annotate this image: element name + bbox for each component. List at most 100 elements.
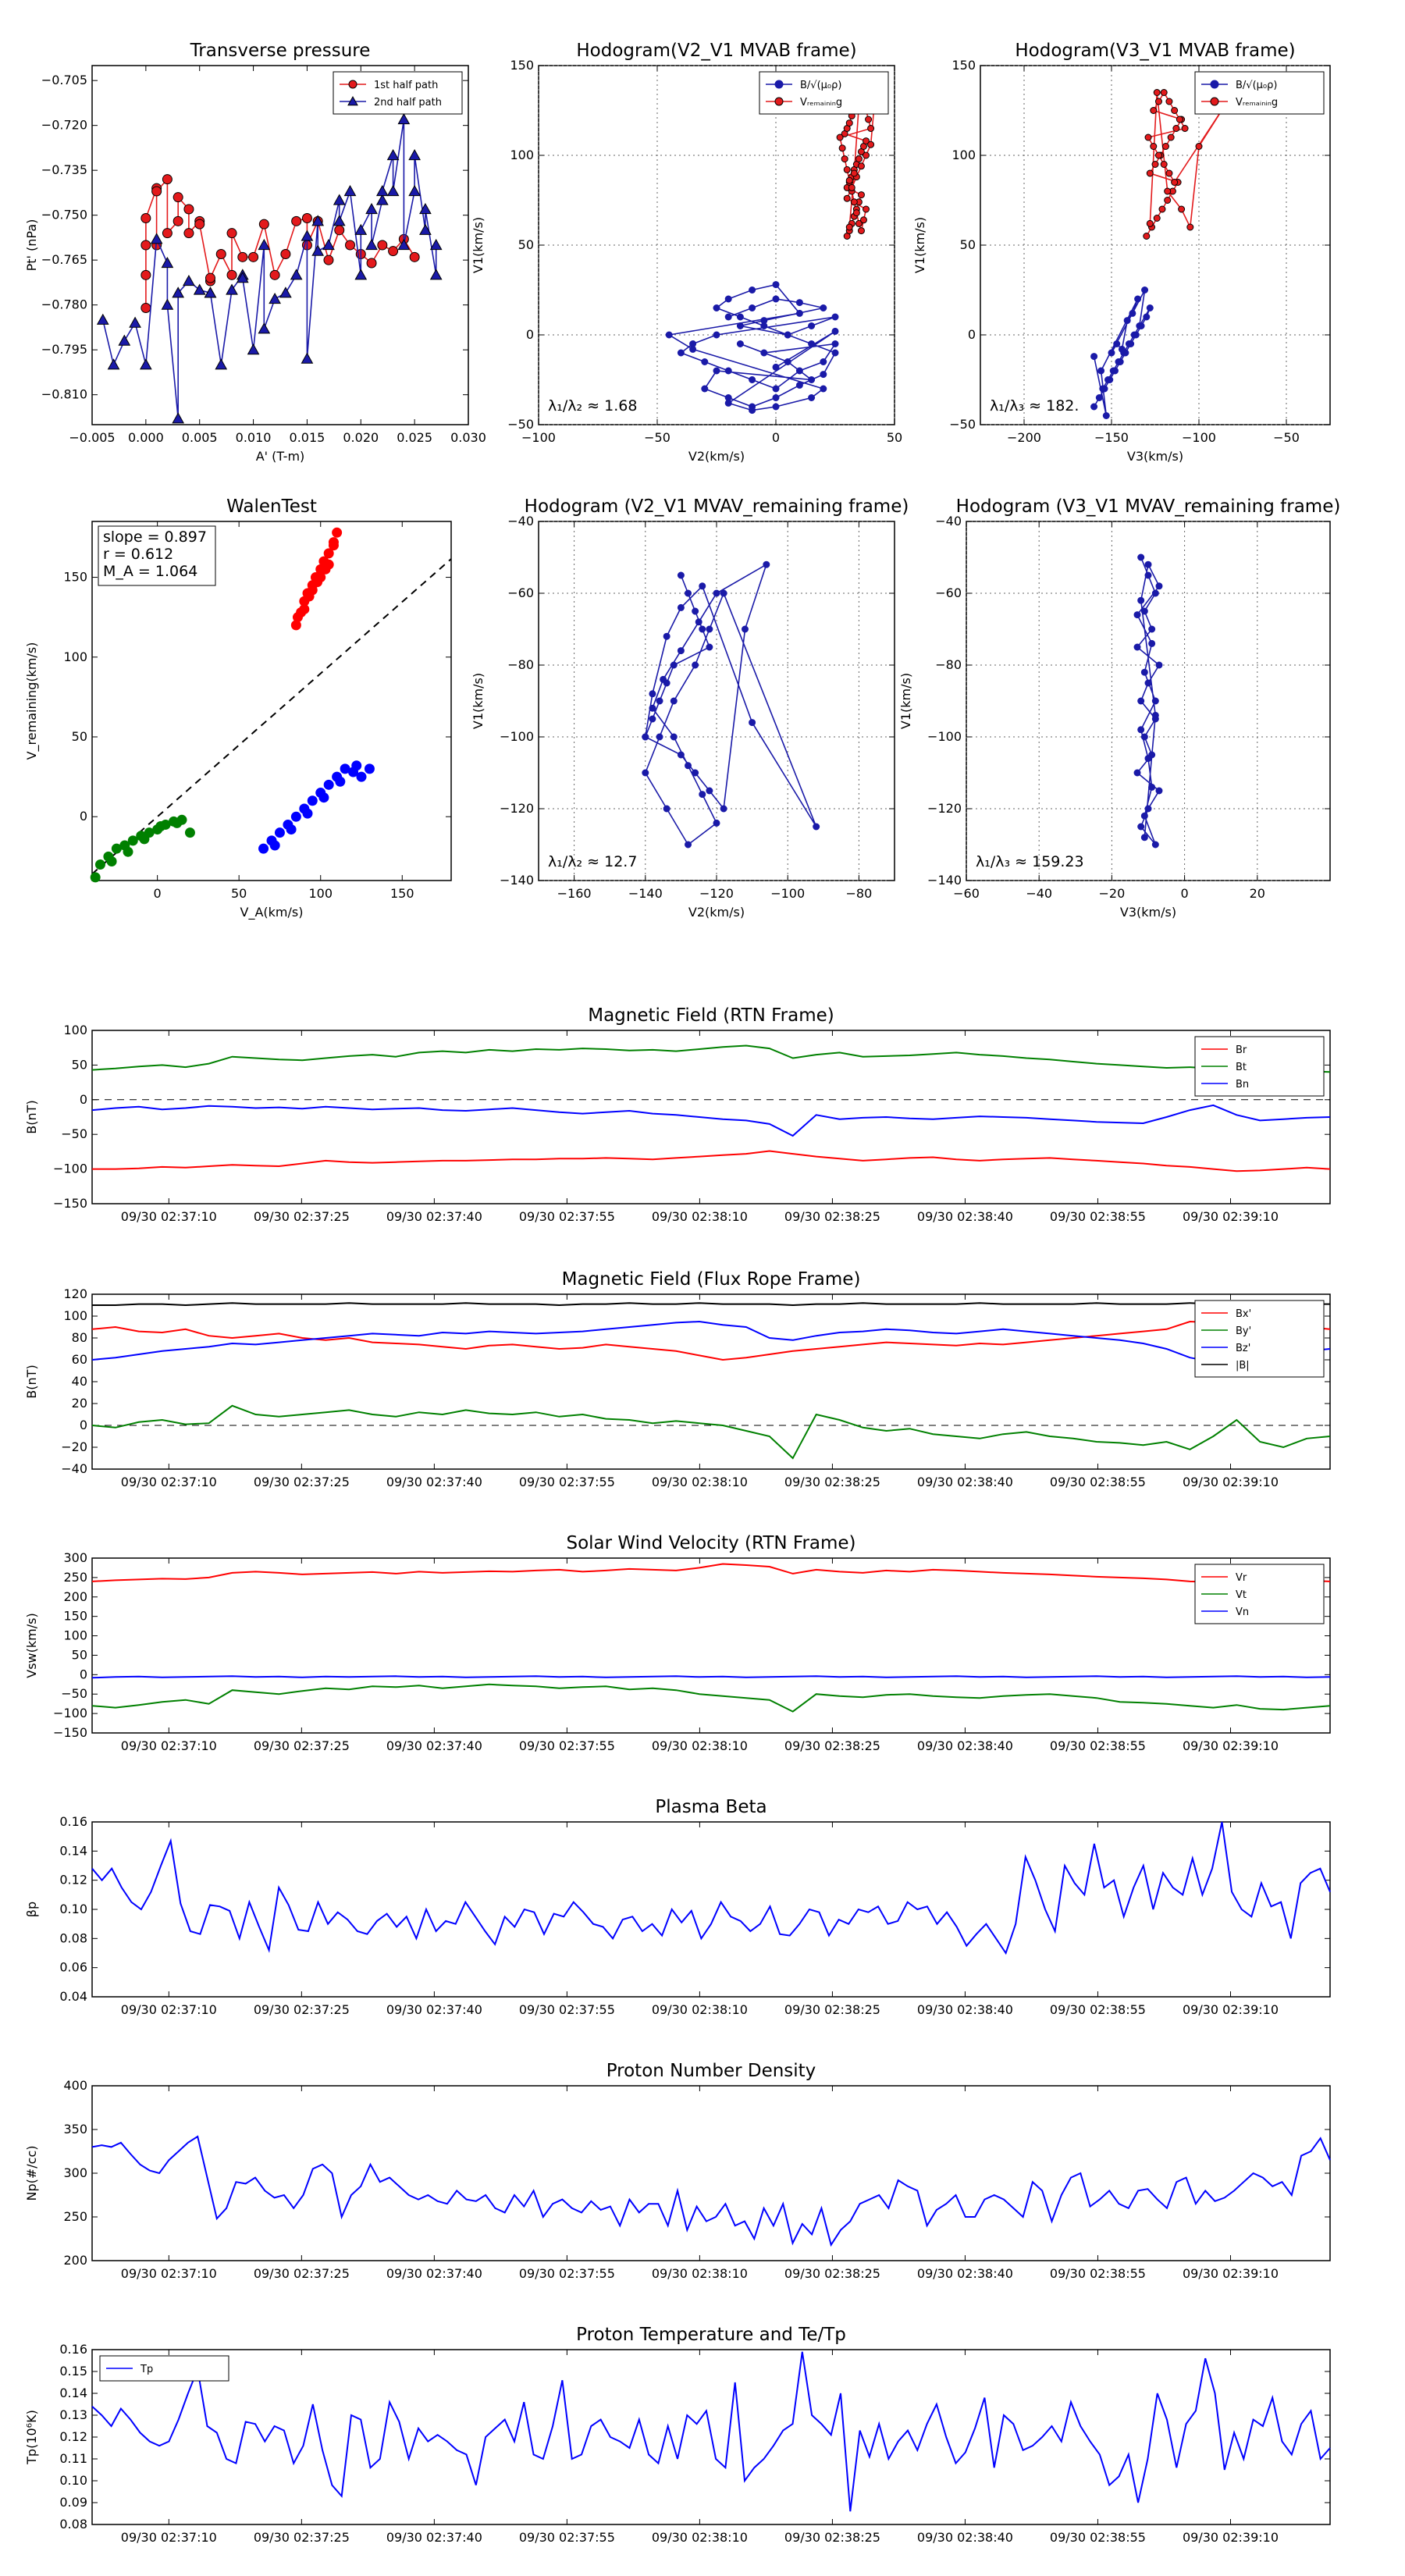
data-point <box>689 345 697 353</box>
y-tick-label: −80 <box>935 657 962 672</box>
data-point <box>347 95 358 106</box>
data-point <box>94 859 105 870</box>
time-tick-label: 09/30 02:37:40 <box>386 1475 482 1489</box>
data-point <box>183 204 194 215</box>
data-point <box>713 819 720 827</box>
y-tick-label: 400 <box>63 2078 87 2093</box>
data-point <box>258 238 271 251</box>
x-axis-label: V3(km/s) <box>1120 905 1176 920</box>
y-tick-label: 100 <box>63 1308 87 1323</box>
data-point <box>1136 322 1144 329</box>
data-point <box>1137 823 1145 831</box>
legend-label: Vᵣₑₘₐᵢₙᵢₙg <box>1236 97 1278 109</box>
y-tick-label: 0 <box>80 1092 87 1107</box>
series-line <box>91 1044 1331 1073</box>
legend-label: |B| <box>1236 1360 1250 1372</box>
x-tick-label: 100 <box>308 886 333 901</box>
data-point <box>1165 98 1173 105</box>
data-point <box>1172 125 1180 132</box>
data-point <box>857 162 865 170</box>
chart-hodogram_v3_v1_mvab: Hodogram(V3_V1 MVAB frame) −50 0 50 100 150 V1… <box>912 41 1331 464</box>
x-tick-label: 0.020 <box>343 430 379 445</box>
data-point <box>429 269 443 280</box>
data-point <box>1176 116 1183 123</box>
time-tick-label: 09/30 02:37:40 <box>386 2266 482 2281</box>
legend-frame <box>1194 71 1325 115</box>
data-point <box>1151 589 1159 597</box>
data-point <box>774 97 784 106</box>
data-point <box>1165 169 1173 177</box>
y-tick-label: 40 <box>72 1374 87 1389</box>
data-point <box>736 322 744 329</box>
y-axis-label: B(nT) <box>24 1100 39 1133</box>
time-tick-label: 09/30 02:38:55 <box>1050 1738 1146 1753</box>
data-point <box>656 697 663 705</box>
data-point <box>183 274 195 286</box>
data-point <box>386 184 400 197</box>
plot-frame <box>91 2085 1331 2261</box>
legend-label: Vt <box>1236 1589 1247 1601</box>
data-point <box>1144 679 1152 687</box>
x-tick-label: 0 <box>154 886 162 901</box>
data-point <box>323 779 334 790</box>
time-tick-label: 09/30 02:38:10 <box>652 1738 748 1753</box>
data-point <box>1137 726 1145 734</box>
legend-frame <box>333 71 463 115</box>
y-tick-label: 0.06 <box>59 1960 87 1975</box>
y-tick-label: 0.12 <box>59 1873 87 1888</box>
y-tick-label: 0.14 <box>59 1843 87 1858</box>
legend: B/√(μ₀ρ) Vᵣₑₘₐᵢₙᵢₙg <box>759 71 889 115</box>
data-point <box>290 811 301 822</box>
time-tick-label: 09/30 02:38:25 <box>784 1475 880 1489</box>
data-point <box>1140 733 1148 741</box>
data-point <box>1109 367 1117 375</box>
data-point <box>183 228 194 239</box>
data-point <box>215 358 228 370</box>
data-point <box>813 823 820 831</box>
data-point <box>772 363 780 371</box>
y-axis-label: V1(km/s) <box>471 217 486 273</box>
y-tick-label: 0.15 <box>59 2364 87 2379</box>
y-tick-label: 200 <box>63 2253 87 2268</box>
legend-label: Bz' <box>1236 1343 1250 1354</box>
y-tick-label: 100 <box>63 1023 87 1037</box>
data-point <box>1195 143 1203 150</box>
data-point <box>328 537 339 548</box>
series-line <box>91 1404 1331 1460</box>
time-tick-label: 09/30 02:38:10 <box>652 1475 748 1489</box>
data-point <box>741 625 749 633</box>
data-point <box>286 824 297 835</box>
stats-line: r = 0.612 <box>103 546 173 563</box>
y-tick-label: 0 <box>526 327 534 342</box>
data-point <box>311 244 325 256</box>
time-tick-label: 09/30 02:37:10 <box>121 1738 217 1753</box>
data-point <box>795 381 803 389</box>
data-point <box>173 192 183 203</box>
data-point <box>1102 412 1110 419</box>
time-tick-label: 09/30 02:39:10 <box>1183 1475 1279 1489</box>
data-point <box>258 219 269 229</box>
time-tick-label: 09/30 02:37:40 <box>386 1738 482 1753</box>
x-tick-label: −50 <box>644 430 670 445</box>
data-point <box>172 412 185 424</box>
time-tick-label: 09/30 02:37:40 <box>386 2530 482 2545</box>
data-point <box>408 148 421 161</box>
legend-label: Bx' <box>1236 1308 1251 1320</box>
data-point <box>161 298 174 310</box>
data-point <box>419 223 432 235</box>
legend-label: Vᵣₑₘₐᵢₙᵢₙg <box>800 97 842 109</box>
data-point <box>749 719 756 727</box>
data-point <box>386 148 400 161</box>
data-point <box>323 548 334 559</box>
chart-title: Hodogram(V2_V1 MVAB frame) <box>576 41 856 61</box>
chart-title: Hodogram (V2_V1 MVAV_remaining frame) <box>525 496 909 517</box>
y-tick-label: 300 <box>63 1550 87 1565</box>
data-point <box>1150 107 1158 114</box>
legend-label: Vn <box>1236 1606 1249 1618</box>
y-tick-label: 0 <box>80 1667 87 1681</box>
data-point <box>1144 755 1152 763</box>
data-point <box>831 340 839 347</box>
y-axis-label: B(nT) <box>24 1364 39 1398</box>
data-point <box>855 155 863 163</box>
time-tick-label: 09/30 02:37:25 <box>254 1738 350 1753</box>
